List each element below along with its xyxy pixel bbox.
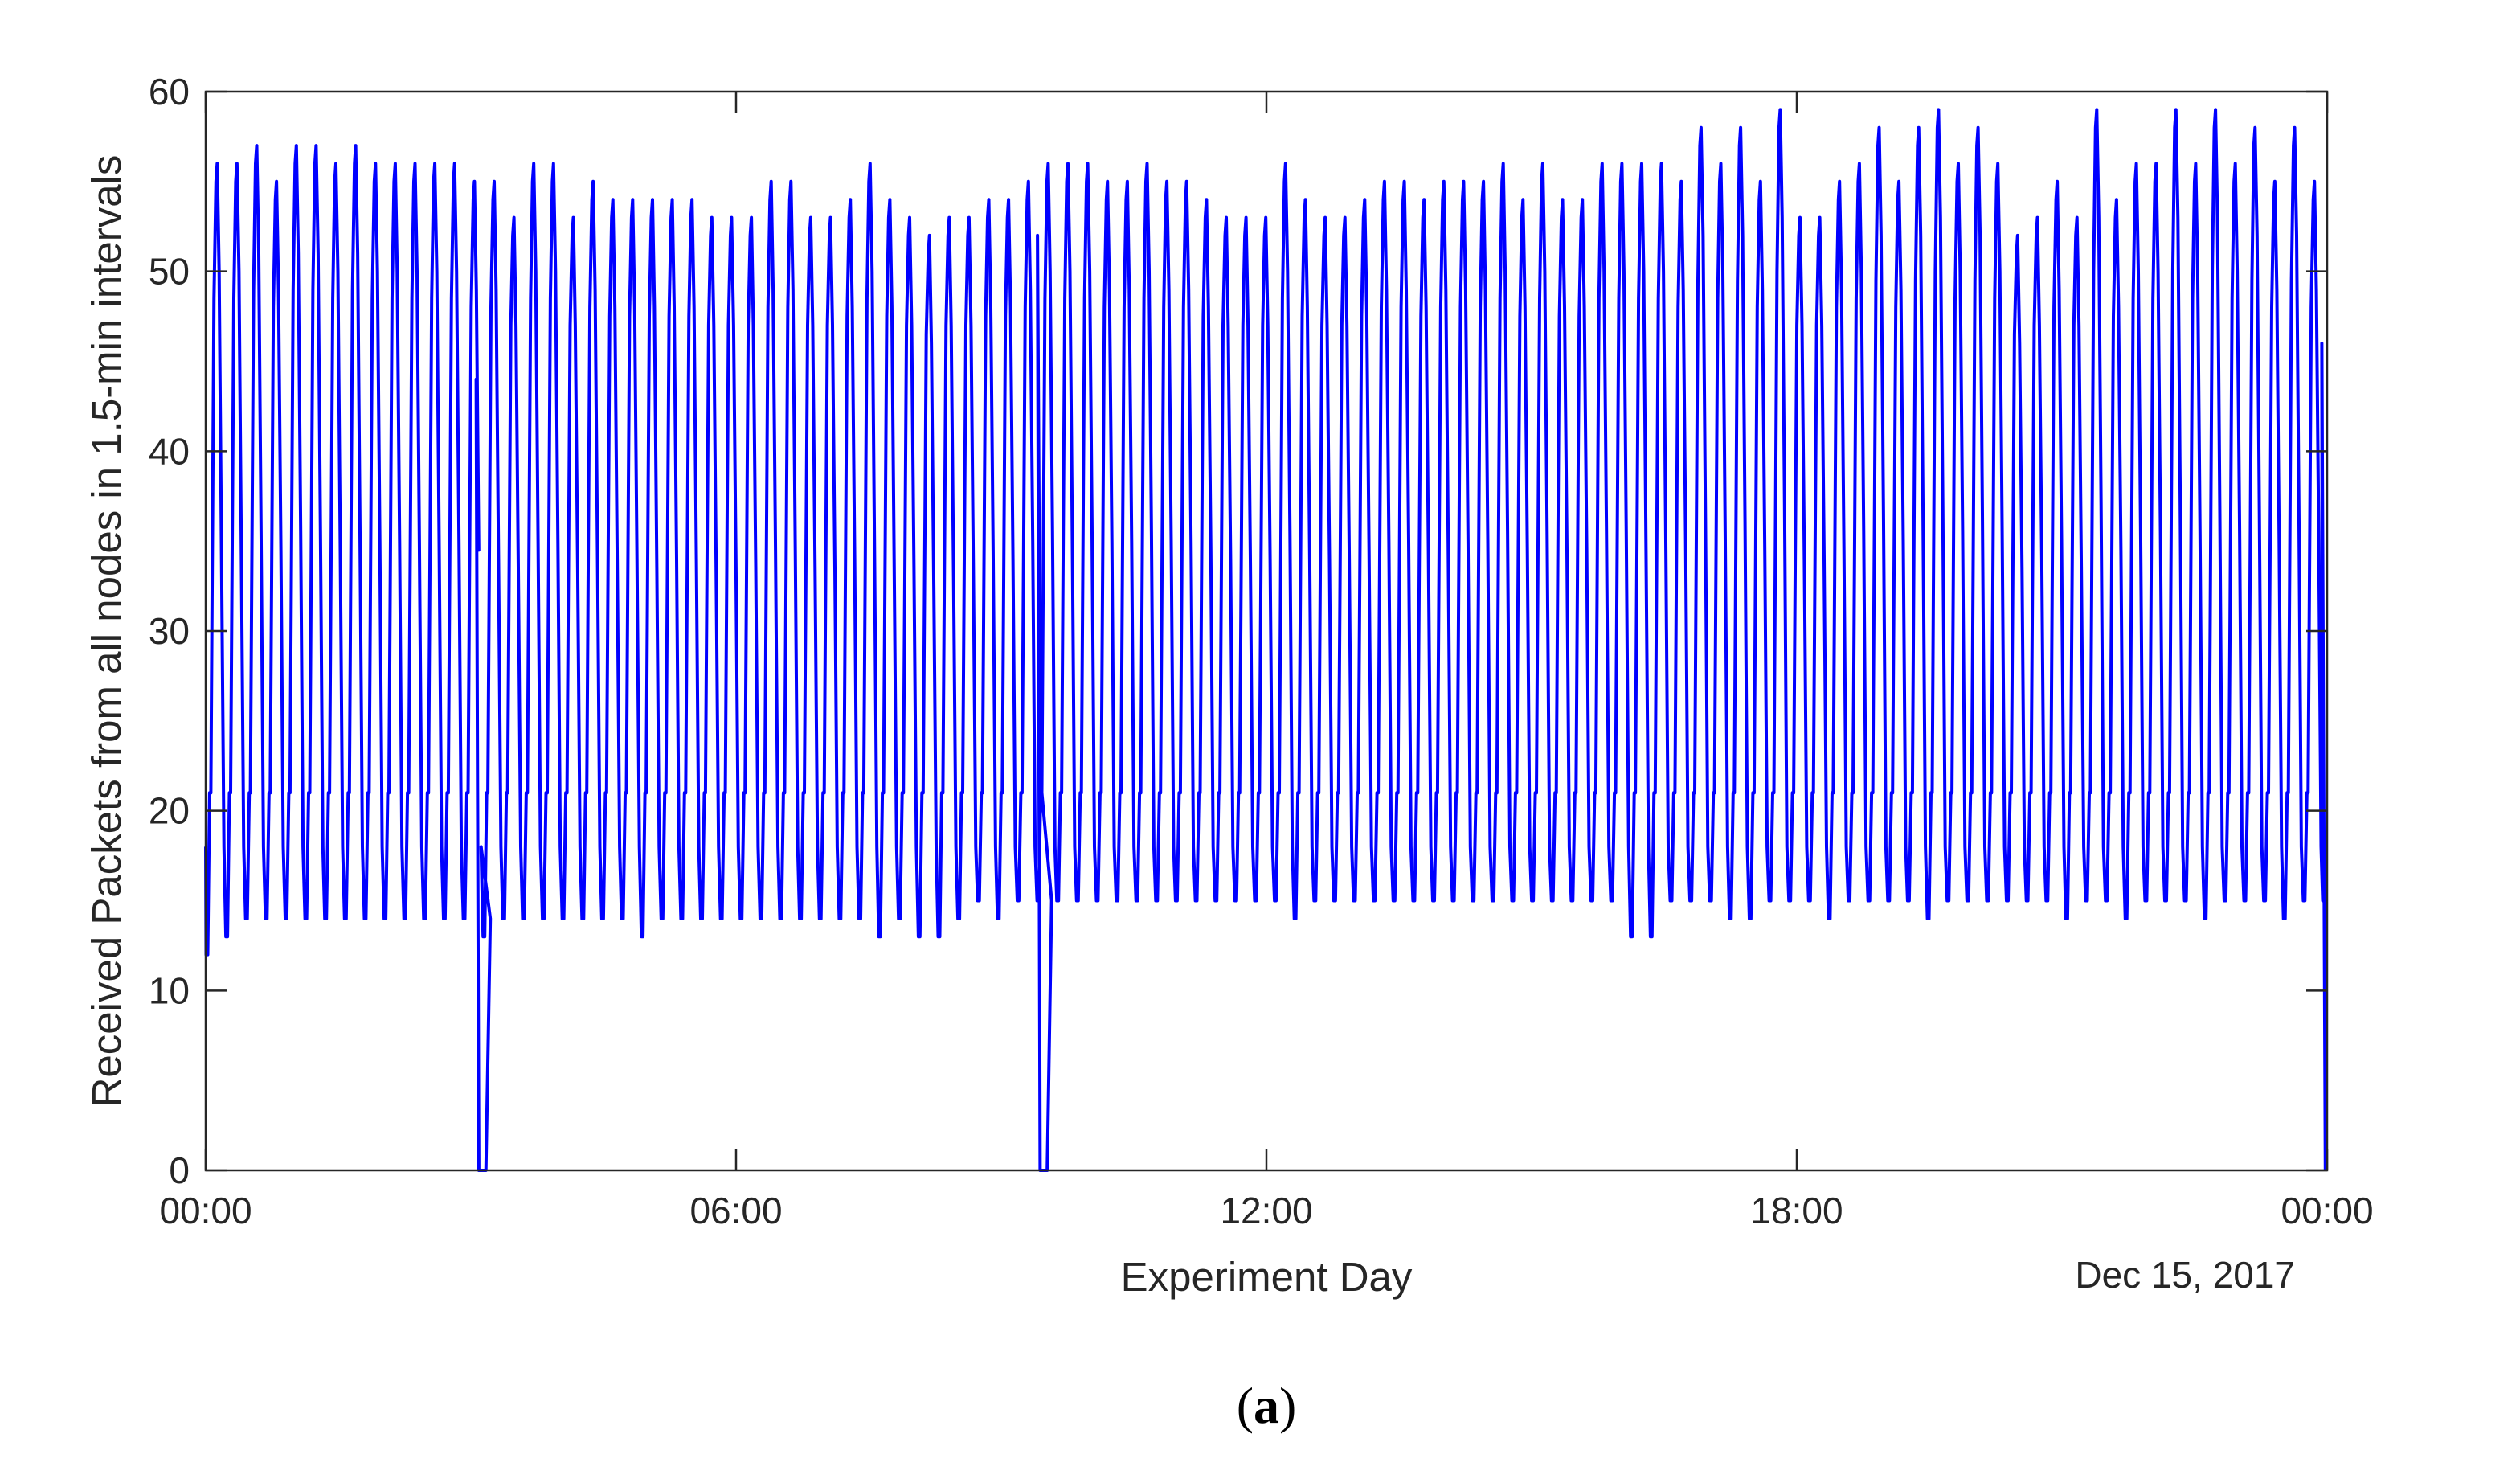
series-line-received-packets: [204, 108, 2327, 1172]
x-tick-label: 06:00: [689, 1190, 782, 1231]
y-axis-tick-labels: 0 10 20 30 40 50 60: [149, 71, 190, 1191]
x-tick-label: 18:00: [1750, 1190, 1843, 1231]
x-axis-title: Experiment Day: [1121, 1254, 1413, 1300]
caption-letter: a: [1254, 1377, 1279, 1434]
x-axis-tick-labels: 00:00 06:00 12:00 18:00 00:00: [159, 1190, 2373, 1231]
caption-close-paren: ): [1279, 1377, 1296, 1434]
x-tick-label: 00:00: [159, 1190, 252, 1231]
y-tick-label: 10: [149, 969, 190, 1011]
plot-area: 00:00 06:00 12:00 18:00 00:00 0 10 20 30 40 50 60: [149, 71, 2374, 1231]
figure-caption: (a): [1237, 1377, 1297, 1434]
x-tick-label: 12:00: [1220, 1190, 1312, 1231]
y-tick-label: 0: [169, 1149, 190, 1191]
date-label: Dec 15, 2017: [2075, 1254, 2295, 1296]
y-tick-label: 20: [149, 790, 190, 832]
y-tick-label: 40: [149, 430, 190, 472]
x-tick-label: 00:00: [2281, 1190, 2373, 1231]
caption-open-paren: (: [1237, 1377, 1254, 1434]
axis-ticks: [204, 90, 2329, 1172]
y-tick-label: 50: [149, 251, 190, 293]
y-axis-title: Received Packets from all nodes in 1.5-m…: [84, 155, 129, 1108]
y-tick-label: 60: [149, 71, 190, 113]
y-tick-label: 30: [149, 610, 190, 652]
